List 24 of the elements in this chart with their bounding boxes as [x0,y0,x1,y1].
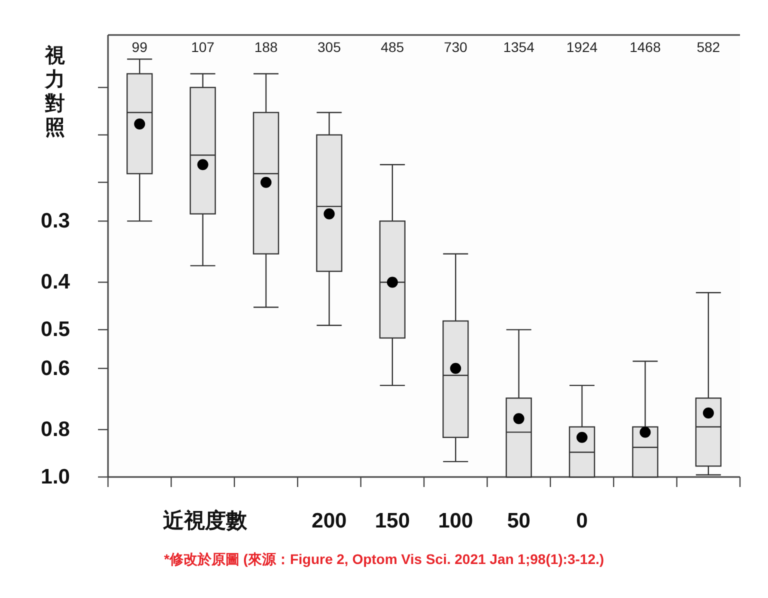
y-tick-label: 0.6 [40,356,70,380]
x-tick-label: 100 [438,510,474,532]
text: 582 [696,39,720,55]
y-tick-label: 1.0 [40,466,70,488]
x-axis-title: 近視度數 [162,508,248,532]
y-tick-label: 0.8 [40,418,70,442]
text: 730 [444,39,468,55]
text: 107 [191,39,214,55]
text: 188 [254,39,278,55]
text: 99 [132,39,148,55]
x-tick-label: 150 [374,510,410,532]
text: 305 [318,39,341,55]
text: 1354 [503,39,534,55]
text: *修改於原圖 (來源：Figure 2, Optom Vis Sci. 2021 Jan 1;98(1):3-12.) [164,551,604,567]
x-tick-label: 200 [312,510,347,532]
x-tick-label: 50 [507,510,530,532]
x-tick-label: 0 [576,510,588,532]
text: 485 [380,39,404,55]
y-axis-title: 視力對照 [44,44,65,139]
text: 1468 [630,39,661,55]
y-tick-label: 0.4 [40,270,70,294]
y-tick-label: 0.3 [40,210,70,233]
y-tick-label: 0.5 [40,318,70,342]
text: 1924 [566,39,598,55]
